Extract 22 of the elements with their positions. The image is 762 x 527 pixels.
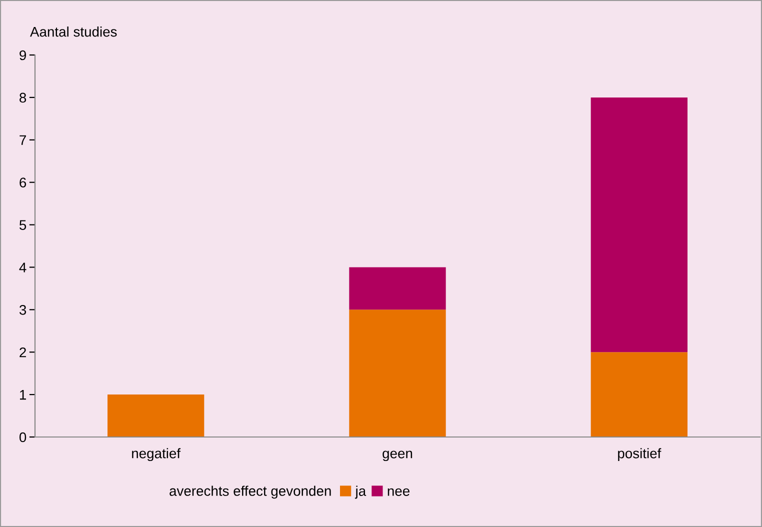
y-tick-label: 9 xyxy=(20,50,26,60)
y-tick-label: 0 xyxy=(19,432,26,442)
bar xyxy=(590,97,688,352)
bar xyxy=(590,352,688,437)
legend-label: ja xyxy=(354,486,366,499)
y-tick-label: 8 xyxy=(20,92,26,103)
y-axis-title: Aantal studies xyxy=(30,26,117,37)
legend-label: nee xyxy=(388,488,410,496)
y-tick-label: 7 xyxy=(20,135,26,145)
y-tick-label: 1 xyxy=(20,390,26,400)
x-tick-label: positief xyxy=(618,448,662,462)
y-tick-label: 5 xyxy=(20,220,26,230)
x-tick-label: geen xyxy=(382,450,412,462)
y-tick-label: 6 xyxy=(20,178,26,188)
y-tick-label: 2 xyxy=(20,347,26,358)
bar xyxy=(349,310,446,437)
bar xyxy=(108,394,204,437)
bar xyxy=(349,267,446,310)
legend-title: averechts effect gevonden xyxy=(170,486,331,499)
y-tick-label: 4 xyxy=(19,262,26,272)
y-tick-label: 3 xyxy=(19,305,26,315)
x-tick-label: negatief xyxy=(132,448,181,462)
